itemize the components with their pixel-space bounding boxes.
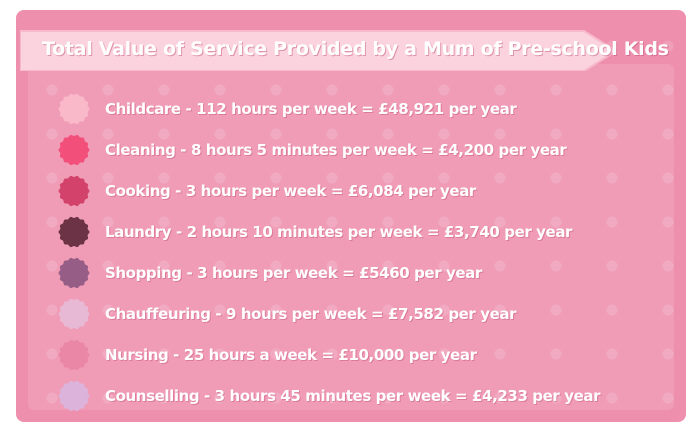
- list-item-label: Cleaning - 8 hours 5 minutes per week = …: [105, 140, 567, 159]
- scalloped-circle-icon: [58, 175, 90, 207]
- list-item-label: Nursing - 25 hours a week = £10,000 per …: [105, 345, 477, 364]
- scalloped-circle-icon: [58, 216, 90, 248]
- scalloped-circle-icon: [58, 380, 90, 412]
- title-banner: Total Value of Service Provided by a Mum…: [20, 27, 669, 71]
- list-item: Cleaning - 8 hours 5 minutes per week = …: [58, 129, 600, 170]
- infographic-card: Total Value of Service Provided by a Mum…: [16, 10, 686, 422]
- list-item: Cooking - 3 hours per week = £6,084 per …: [58, 170, 600, 211]
- scalloped-circle-icon: [58, 298, 90, 330]
- legend-list: Childcare - 112 hours per week = £48,921…: [58, 88, 601, 416]
- scalloped-circle-icon: [58, 134, 90, 166]
- scalloped-circle-icon: [58, 93, 90, 125]
- polka-dot-background: [16, 10, 686, 422]
- content-panel: [28, 64, 674, 410]
- list-item-label: Shopping - 3 hours per week = £5460 per …: [105, 263, 482, 282]
- list-item: Nursing - 25 hours a week = £10,000 per …: [58, 334, 600, 375]
- list-item-label: Chauffeuring - 9 hours per week = £7,582…: [105, 304, 517, 323]
- list-item: Laundry - 2 hours 10 minutes per week = …: [58, 211, 600, 252]
- list-item: Shopping - 3 hours per week = £5460 per …: [58, 252, 600, 293]
- list-item-label: Laundry - 2 hours 10 minutes per week = …: [105, 222, 573, 241]
- list-item-label: Childcare - 112 hours per week = £48,921…: [105, 99, 517, 118]
- scalloped-circle-icon: [58, 257, 90, 289]
- ribbon-shape: [20, 30, 616, 71]
- list-item: Counselling - 3 hours 45 minutes per wee…: [58, 375, 601, 416]
- scalloped-circle-icon: [58, 339, 90, 371]
- list-item: Chauffeuring - 9 hours per week = £7,582…: [58, 293, 600, 334]
- list-item-label: Counselling - 3 hours 45 minutes per wee…: [105, 386, 601, 405]
- page-title: Total Value of Service Provided by a Mum…: [42, 38, 669, 60]
- list-item-label: Cooking - 3 hours per week = £6,084 per …: [105, 181, 476, 200]
- list-item: Childcare - 112 hours per week = £48,921…: [58, 88, 600, 129]
